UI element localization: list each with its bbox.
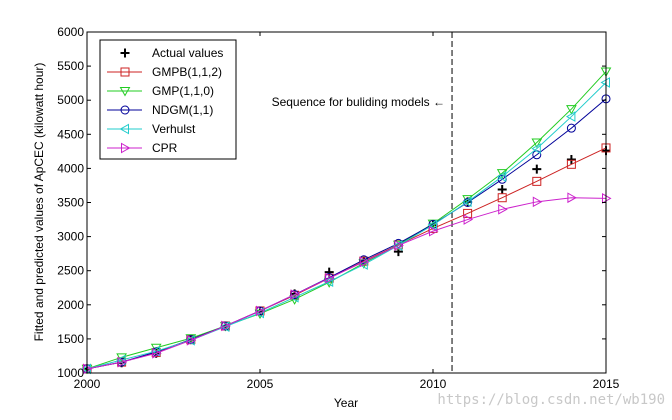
y-axis-title: Fitted and predicted values of ApCEC (ki… xyxy=(32,63,46,342)
data-point-cpr xyxy=(221,320,231,332)
series-line-cpr xyxy=(86,197,607,370)
x-tick-label: 2010 xyxy=(420,377,447,391)
legend-items: Actual values GMPB(1,1,2) GMP(1,1,0) NDGM(1… xyxy=(107,46,223,155)
data-point-gmpb-1-1-2 xyxy=(497,193,507,203)
data-point-verhulst xyxy=(531,143,541,154)
legend-label: GMP(1,1,0) xyxy=(152,84,214,98)
data-point-verhulst xyxy=(496,171,507,182)
data-point-cpr xyxy=(117,356,128,368)
ticks-layer: 1000 1500 2000 2500 3000 3500 4000 4500 5000 5500… xyxy=(57,25,619,391)
y-tick-label: 3500 xyxy=(57,196,84,210)
data-point-cpr xyxy=(152,347,162,359)
data-point-cpr xyxy=(498,203,508,215)
legend-marker xyxy=(120,67,130,77)
series-layer xyxy=(81,67,612,375)
legend-label: CPR xyxy=(152,141,178,155)
legend-item-cpr: CPR xyxy=(107,141,178,155)
data-point-gmp-1-1-0 xyxy=(393,240,404,251)
x-axis-title: Year xyxy=(334,396,358,410)
data-point-cpr xyxy=(567,192,577,204)
legend-item-gmpb-1-1-2: GMPB(1,1,2) xyxy=(107,65,222,79)
y-tick-label: 1000 xyxy=(57,366,84,380)
legend-marker xyxy=(119,123,129,135)
data-point-cpr xyxy=(429,225,439,237)
data-point-ndgm-1-1 xyxy=(566,123,576,133)
data-point-actual-values xyxy=(324,267,334,277)
legend-label: Verhulst xyxy=(152,122,196,136)
y-tick-label: 4000 xyxy=(57,161,84,175)
y-tick-label: 1500 xyxy=(57,332,84,346)
data-point-gmp-1-1-0 xyxy=(496,169,508,179)
legend-label: GMPB(1,1,2) xyxy=(152,65,222,79)
data-point-cpr xyxy=(463,214,474,225)
y-tick-label: 5500 xyxy=(57,59,84,73)
y-tick-label: 5000 xyxy=(57,93,84,107)
data-point-verhulst xyxy=(462,196,472,208)
data-point-cpr xyxy=(532,196,543,208)
legend-marker xyxy=(120,48,130,58)
data-point-gmp-1-1-0 xyxy=(289,295,300,305)
legend-item-actual-values: Actual values xyxy=(120,46,223,60)
legend-marker xyxy=(120,105,130,115)
y-tick-label: 4500 xyxy=(57,127,84,141)
data-point-gmpb-1-1-2 xyxy=(532,176,542,186)
legend-marker xyxy=(121,142,131,154)
y-tick-label: 2000 xyxy=(57,298,84,312)
data-point-actual-values xyxy=(532,164,542,174)
data-point-verhulst xyxy=(565,111,576,122)
data-point-actual-values xyxy=(566,155,576,165)
series-line-verhulst xyxy=(86,82,607,370)
legend: Actual values GMPB(1,1,2) GMP(1,1,0) NDGM(1… xyxy=(99,39,237,160)
data-point-verhulst xyxy=(323,276,334,287)
legend-item-gmp-1-1-0: GMP(1,1,0) xyxy=(107,84,214,98)
data-point-cpr xyxy=(186,334,197,346)
legend-box xyxy=(99,39,237,160)
data-point-cpr xyxy=(290,289,301,300)
watermark-text: https://blog.csdn.net/wb190 xyxy=(437,392,665,408)
annotation-text: Sequence for buliding models ← xyxy=(272,95,445,109)
data-point-actual-values xyxy=(497,185,507,195)
data-point-gmpb-1-1-2 xyxy=(566,159,576,169)
x-tick-label: 2015 xyxy=(593,377,620,391)
data-point-gmp-1-1-0 xyxy=(531,138,543,149)
x-tick-label: 2005 xyxy=(247,377,274,391)
y-tick-label: 2500 xyxy=(57,264,84,278)
data-point-verhulst xyxy=(427,219,437,231)
data-point-cpr xyxy=(359,256,370,268)
data-point-cpr xyxy=(394,240,404,251)
legend-marker xyxy=(119,87,131,97)
legend-label: Actual values xyxy=(152,46,223,60)
data-point-gmp-1-1-0 xyxy=(566,105,577,115)
y-tick-label: 3000 xyxy=(57,230,84,244)
series-cpr xyxy=(83,192,612,375)
data-point-cpr xyxy=(256,305,266,317)
legend-item-ndgm-1-1: NDGM(1,1) xyxy=(107,103,213,117)
data-point-cpr xyxy=(325,272,335,284)
legend-item-verhulst: Verhulst xyxy=(107,122,196,136)
legend-label: NDGM(1,1) xyxy=(152,103,213,117)
x-tick-label: 2000 xyxy=(74,377,101,391)
y-tick-label: 6000 xyxy=(57,25,84,39)
